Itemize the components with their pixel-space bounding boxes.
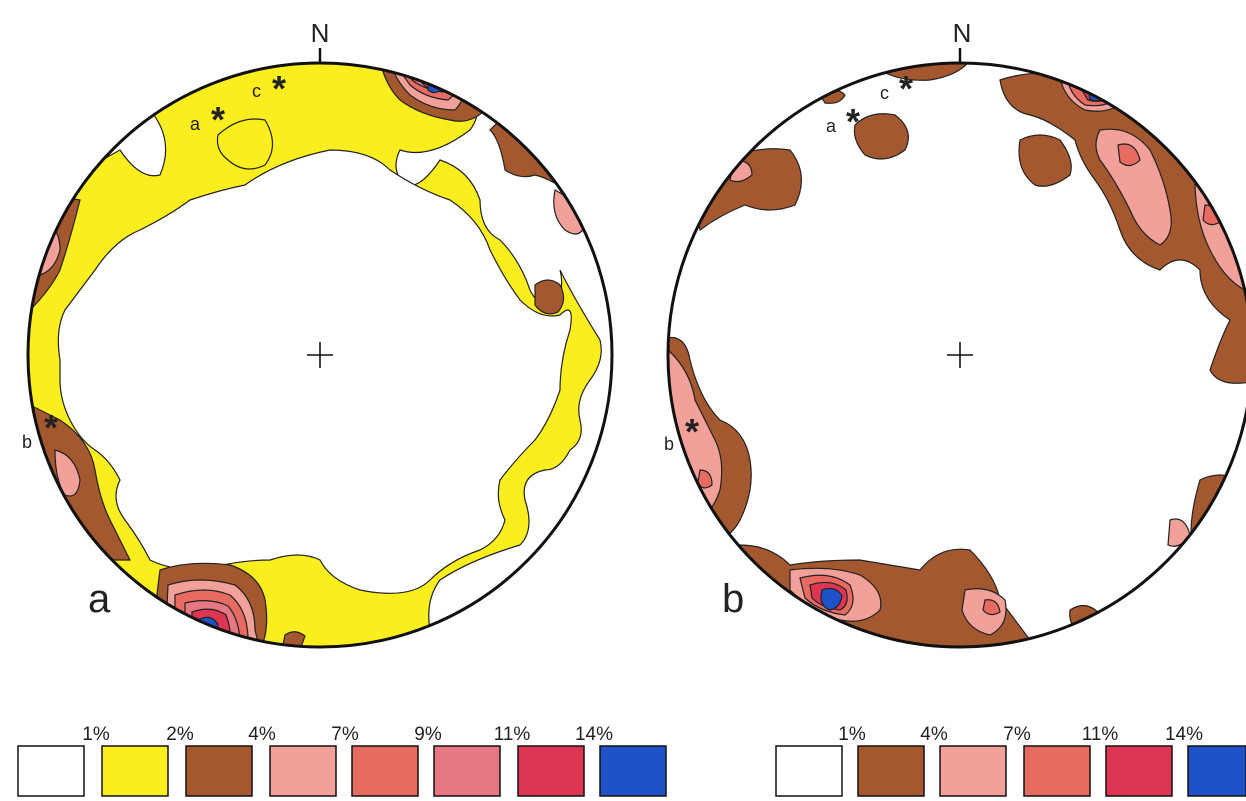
svg-text:*: * <box>899 68 913 109</box>
legend-a: 1% 2% 4% 7% 9% 11% 14% <box>17 724 667 797</box>
legend-a-swatch-0 <box>17 745 85 797</box>
legend-a-swatch-5 <box>433 745 501 797</box>
legend-b-swatch-3 <box>1023 745 1091 797</box>
svg-text:b: b <box>664 434 674 454</box>
legend-b-threshold-4: 14% <box>1165 724 1203 745</box>
stereonet-b: N b a * c * b * <box>664 18 1246 649</box>
legend-b-swatch-1 <box>857 745 925 797</box>
legend-a-threshold-1: 2% <box>166 724 194 745</box>
legend-a-swatch-3 <box>269 745 337 797</box>
legend-a-threshold-2: 4% <box>248 724 276 745</box>
svg-text:b: b <box>22 432 32 452</box>
legend-b-swatch-5 <box>1187 745 1246 797</box>
svg-text:c: c <box>880 83 889 103</box>
legend-a-swatch-4 <box>351 745 419 797</box>
legend-a-swatch-6 <box>517 745 585 797</box>
svg-text:*: * <box>44 407 58 448</box>
legend-a-threshold-6: 14% <box>575 724 613 745</box>
legend-a-threshold-3: 7% <box>331 724 359 745</box>
point-b-a: a * <box>826 101 860 142</box>
point-a-c: c * <box>252 68 286 109</box>
north-label-b: N <box>953 18 972 48</box>
panel-label-a: a <box>88 577 111 621</box>
north-label-a: N <box>311 18 330 48</box>
panel-label-b: b <box>722 577 744 621</box>
legend-a-threshold-4: 9% <box>414 724 442 745</box>
stereonet-a: N a a * c * b * <box>22 18 614 649</box>
svg-text:*: * <box>846 101 860 142</box>
svg-text:*: * <box>685 411 699 452</box>
svg-text:a: a <box>190 114 201 134</box>
svg-text:a: a <box>826 116 837 136</box>
legend-b-threshold-2: 7% <box>1003 724 1031 745</box>
legend-a-swatch-2 <box>185 745 253 797</box>
contour-fill-b <box>668 63 1246 647</box>
point-a-b: b * <box>22 407 58 452</box>
legend-b-threshold-0: 1% <box>838 724 866 745</box>
svg-text:*: * <box>272 68 286 109</box>
point-b-c: c * <box>880 68 913 109</box>
point-b-b: b * <box>664 411 699 454</box>
legend-b-threshold-3: 11% <box>1082 724 1119 745</box>
legend-a-threshold-5: 11% <box>494 724 531 745</box>
svg-text:*: * <box>211 99 225 140</box>
legend-a-threshold-0: 1% <box>82 724 110 745</box>
legend-a-swatch-7 <box>599 745 667 797</box>
legend-b-swatch-0 <box>775 745 843 797</box>
legend-b-swatch-4 <box>1105 745 1173 797</box>
legend-b-swatch-2 <box>939 745 1007 797</box>
svg-text:c: c <box>252 81 261 101</box>
legend-a-swatch-1 <box>101 745 169 797</box>
point-a-a: a * <box>190 99 225 140</box>
legend-b: 1% 4% 7% 11% 14% <box>775 724 1246 797</box>
legend-b-threshold-1: 4% <box>920 724 948 745</box>
